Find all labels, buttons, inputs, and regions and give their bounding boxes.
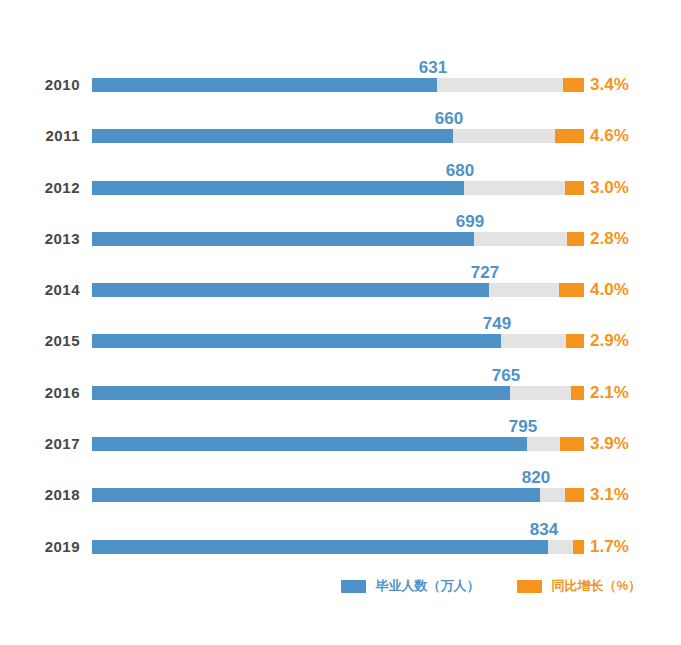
value-label: 660 [435,110,463,127]
graduates-bar-segment [92,334,501,348]
chart-legend: 毕业人数（万人） 同比增长（%） [0,577,641,595]
category-label: 2019 [0,540,80,554]
growth-label: 1.7% [590,540,629,554]
bar-track: 765 [92,386,584,400]
bar-line: 2012 680 3.0% [0,181,629,195]
chart-row: 2011 660 4.6% [0,106,681,157]
growth-bar-segment [555,129,584,143]
bar-track: 749 [92,334,584,348]
graduates-bar-segment [92,78,437,92]
value-label: 765 [492,367,520,384]
bar-track: 680 [92,181,584,195]
value-label: 795 [509,418,537,435]
bar-line: 2016 765 2.1% [0,386,629,400]
legend-item-growth[interactable]: 同比增长（%） [517,577,641,595]
chart-row: 2019 834 1.7% [0,517,681,568]
chart-row: 2014 727 4.0% [0,260,681,311]
graduates-bar-segment [92,488,540,502]
growth-bar-segment [560,437,584,451]
bar-line: 2019 834 1.7% [0,540,629,554]
category-label: 2012 [0,181,80,195]
category-label: 2011 [0,129,80,143]
growth-bar-segment [566,334,584,348]
bar-line: 2011 660 4.6% [0,129,629,143]
category-label: 2018 [0,488,80,502]
growth-bar-segment [565,181,584,195]
chart-row: 2016 765 2.1% [0,363,681,414]
growth-label: 3.9% [590,437,629,451]
growth-label: 2.8% [590,232,629,246]
chart-row: 2018 820 3.1% [0,465,681,516]
bar-track: 795 [92,437,584,451]
bar-line: 2018 820 3.1% [0,488,629,502]
value-label: 834 [530,521,558,538]
chart-row: 2010 631 3.4% [0,55,681,106]
category-label: 2017 [0,437,80,451]
growth-label: 3.0% [590,181,629,195]
bar-track: 699 [92,232,584,246]
graduates-bar-segment [92,283,489,297]
category-label: 2015 [0,334,80,348]
chart-row: 2012 680 3.0% [0,158,681,209]
graduates-bar-segment [92,386,510,400]
growth-legend-swatch [517,580,542,593]
legend-label-graduates: 毕业人数（万人） [375,577,479,595]
chart-row: 2015 749 2.9% [0,311,681,362]
bar-track: 631 [92,78,584,92]
growth-bar-segment [559,283,584,297]
bar-line: 2014 727 4.0% [0,283,629,297]
bar-track: 834 [92,540,584,554]
growth-bar-segment [571,386,584,400]
graduates-bar-segment [92,232,474,246]
graduates-bar-segment [92,437,527,451]
value-label: 680 [446,162,474,179]
chart-row: 2013 699 2.8% [0,209,681,260]
value-label: 699 [456,213,484,230]
graduates-bar-segment [92,540,548,554]
growth-bar-segment [567,232,584,246]
graduates-bar-segment [92,129,453,143]
category-label: 2016 [0,386,80,400]
growth-bar-segment [573,540,584,554]
bar-line: 2010 631 3.4% [0,78,629,92]
value-label: 631 [419,59,447,76]
growth-bar-segment [565,488,584,502]
growth-label: 4.6% [590,129,629,143]
legend-item-graduates[interactable]: 毕业人数（万人） [341,577,479,595]
growth-label: 2.1% [590,386,629,400]
bar-chart: 2010 631 3.4% 2011 660 4.6% [0,55,681,568]
category-label: 2010 [0,78,80,92]
category-label: 2013 [0,232,80,246]
bar-line: 2017 795 3.9% [0,437,629,451]
value-label: 727 [471,264,499,281]
bar-track: 820 [92,488,584,502]
value-label: 749 [483,315,511,332]
bar-line: 2013 699 2.8% [0,232,629,246]
growth-bar-segment [563,78,584,92]
growth-label: 4.0% [590,283,629,297]
bar-line: 2015 749 2.9% [0,334,629,348]
graduates-bar-segment [92,181,464,195]
chart-row: 2017 795 3.9% [0,414,681,465]
bar-track: 727 [92,283,584,297]
growth-label: 3.4% [590,78,629,92]
value-label: 820 [522,469,550,486]
growth-label: 3.1% [590,488,629,502]
growth-label: 2.9% [590,334,629,348]
graduates-legend-swatch [341,580,366,593]
chart-canvas: 2010 631 3.4% 2011 660 4.6% [0,0,681,645]
bar-track: 660 [92,129,584,143]
legend-label-growth: 同比增长（%） [551,577,641,595]
category-label: 2014 [0,283,80,297]
